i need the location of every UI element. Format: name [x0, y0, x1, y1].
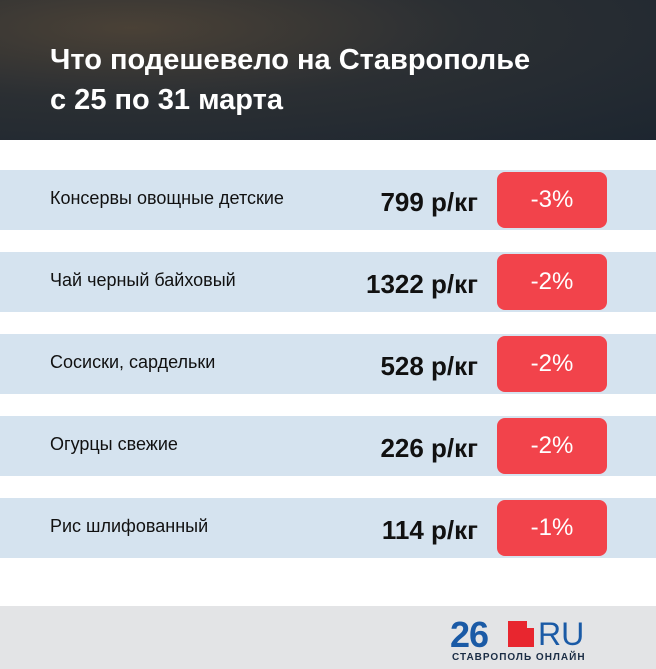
product-name: Огурцы свежие — [50, 434, 178, 454]
table-row: Сосиски, сардельки 528 р/кг -2% — [0, 334, 656, 394]
change-badge: -2% — [497, 254, 607, 310]
table-row: Огурцы свежие 226 р/кг -2% — [0, 416, 656, 476]
footer: 26 RU СТАВРОПОЛЬ ОНЛАЙН — [0, 606, 656, 669]
change-badge: -2% — [497, 418, 607, 474]
table-row: Чай черный байховый 1322 р/кг -2% — [0, 252, 656, 312]
price: 114 р/кг — [381, 515, 478, 545]
price: 226 р/кг — [380, 433, 478, 463]
logo-caption: СТАВРОПОЛЬ ОНЛАЙН — [452, 652, 586, 663]
product-name: Сосиски, сардельки — [50, 352, 216, 372]
logo-domain: RU — [538, 616, 585, 652]
price: 1322 р/кг — [365, 269, 478, 299]
table-row: Консервы овощные детские 799 р/кг -3% — [0, 170, 656, 230]
table-row: Рис шлифованный 114 р/кг -1% — [0, 498, 656, 558]
change-badge: -3% — [497, 172, 607, 228]
change-badge: -2% — [497, 336, 607, 392]
logo: 26 RU СТАВРОПОЛЬ ОНЛАЙН — [450, 614, 610, 664]
logo-notch — [527, 621, 534, 628]
title-line: с 25 по 31 марта — [50, 84, 283, 116]
title-line: Что подешевело на Ставрополье — [50, 44, 531, 76]
price: 528 р/кг — [380, 351, 478, 381]
change-badge: -1% — [497, 500, 607, 556]
header: Что подешевело на Ставрополье с 25 по 31 … — [0, 0, 656, 140]
product-name: Чай черный байховый — [50, 270, 236, 290]
logo-number: 26 — [450, 614, 489, 655]
title: Что подешевело на Ставрополье с 25 по 31 … — [50, 40, 530, 120]
price: 799 р/кг — [380, 187, 478, 217]
product-name: Рис шлифованный — [50, 516, 209, 536]
product-name: Консервы овощные детские — [50, 188, 284, 208]
